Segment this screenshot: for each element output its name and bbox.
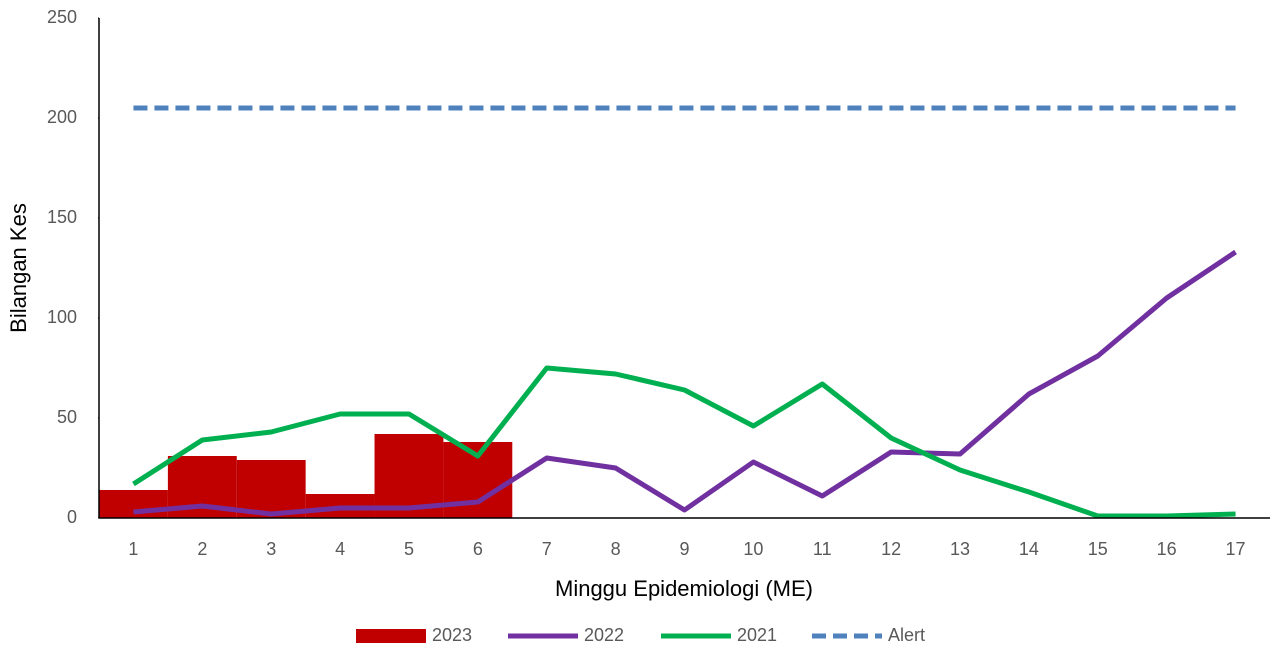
x-tick-label: 5 — [404, 539, 414, 559]
bar — [99, 490, 168, 518]
x-tick-label: 17 — [1226, 539, 1246, 559]
x-tick-label: 2 — [197, 539, 207, 559]
line — [133, 249, 1237, 517]
x-tick-label: 7 — [542, 539, 552, 559]
y-axis-title: Bilangan Kes — [6, 203, 31, 333]
x-tick-label: 16 — [1157, 539, 1177, 559]
x-tick-label: 10 — [743, 539, 763, 559]
legend-swatch — [356, 629, 426, 643]
y-tick-label: 100 — [47, 307, 77, 327]
x-tick-label: 14 — [1019, 539, 1039, 559]
x-tick-label: 3 — [266, 539, 276, 559]
y-tick-label: 0 — [67, 507, 77, 527]
x-tick-label: 13 — [950, 539, 970, 559]
legend-label: 2021 — [737, 625, 777, 645]
x-tick-label: 8 — [611, 539, 621, 559]
legend-label: 2022 — [584, 625, 624, 645]
x-tick-label: 6 — [473, 539, 483, 559]
legend-label: Alert — [888, 625, 925, 645]
y-tick-label: 50 — [57, 407, 77, 427]
x-tick-label: 9 — [679, 539, 689, 559]
y-tick-label: 200 — [47, 107, 77, 127]
x-axis-title: Minggu Epidemiologi (ME) — [555, 576, 813, 601]
legend-label: 2023 — [432, 625, 472, 645]
x-tick-label: 15 — [1088, 539, 1108, 559]
y-tick-label: 250 — [47, 7, 77, 27]
bar — [236, 460, 306, 518]
y-tick-label: 150 — [47, 207, 77, 227]
x-tick-label: 12 — [881, 539, 901, 559]
line — [132, 365, 1236, 519]
x-tick-label: 4 — [335, 539, 345, 559]
x-tick-label: 1 — [128, 539, 138, 559]
x-tick-label: 11 — [813, 539, 832, 559]
